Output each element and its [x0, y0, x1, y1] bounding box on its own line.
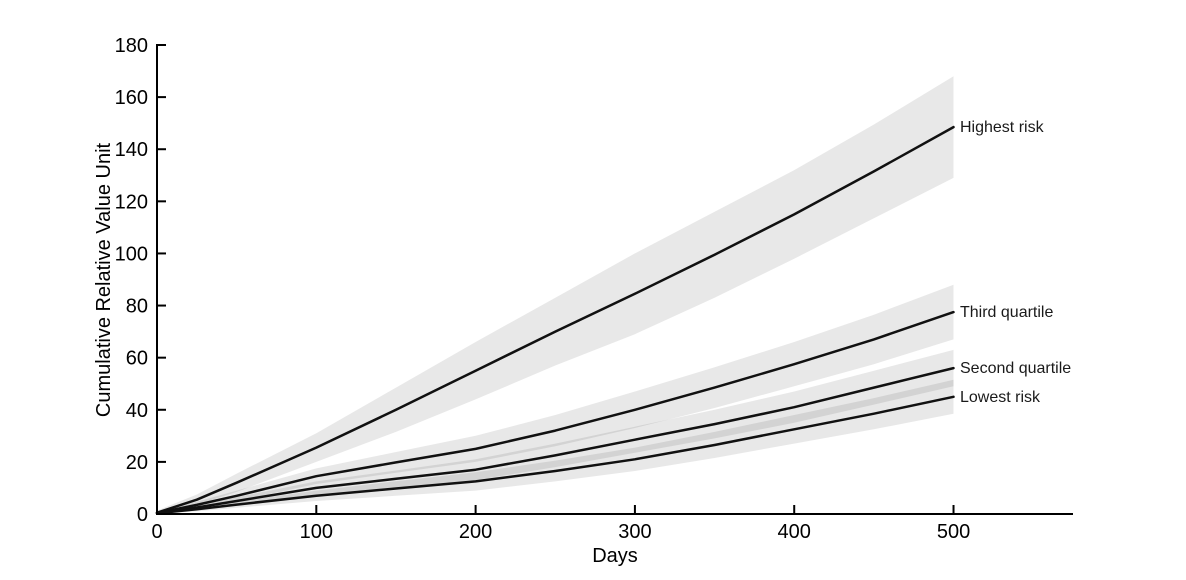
confidence-band-second-quartile	[157, 349, 954, 514]
y-tick-label: 180	[115, 35, 148, 57]
x-axis-title: Days	[592, 545, 638, 567]
y-tick-label: 140	[115, 139, 148, 161]
y-tick-label: 20	[126, 452, 148, 474]
y-tick-label: 100	[115, 243, 148, 265]
series-label-lowest-risk: Lowest risk	[960, 389, 1041, 406]
series-label-third-quartile: Third quartile	[960, 304, 1054, 321]
series-line-lowest-risk	[155, 395, 955, 515]
y-tick-label: 160	[115, 87, 148, 109]
series-line-third-quartile	[155, 310, 955, 515]
y-axis-title: Cumulative Relative Value Unit	[93, 142, 115, 418]
x-tick-label: 100	[300, 521, 333, 543]
y-tick-label: 120	[115, 191, 148, 213]
x-tick-label: 500	[937, 521, 970, 543]
series-line-highest-risk	[155, 125, 955, 514]
confidence-band-third-quartile	[157, 284, 954, 514]
y-tick-label: 80	[126, 296, 148, 318]
x-tick-label: 200	[459, 521, 492, 543]
x-tick-label: 300	[618, 521, 651, 543]
series-line-second-quartile	[155, 366, 955, 515]
series-label-highest-risk: Highest risk	[960, 119, 1044, 136]
y-tick-label: 0	[137, 504, 148, 526]
y-tick-label: 40	[126, 400, 148, 422]
x-tick-label: 400	[778, 521, 811, 543]
series-label-second-quartile: Second quartile	[960, 360, 1072, 377]
x-tick-label: 0	[151, 521, 162, 543]
y-tick-label: 60	[126, 348, 148, 370]
